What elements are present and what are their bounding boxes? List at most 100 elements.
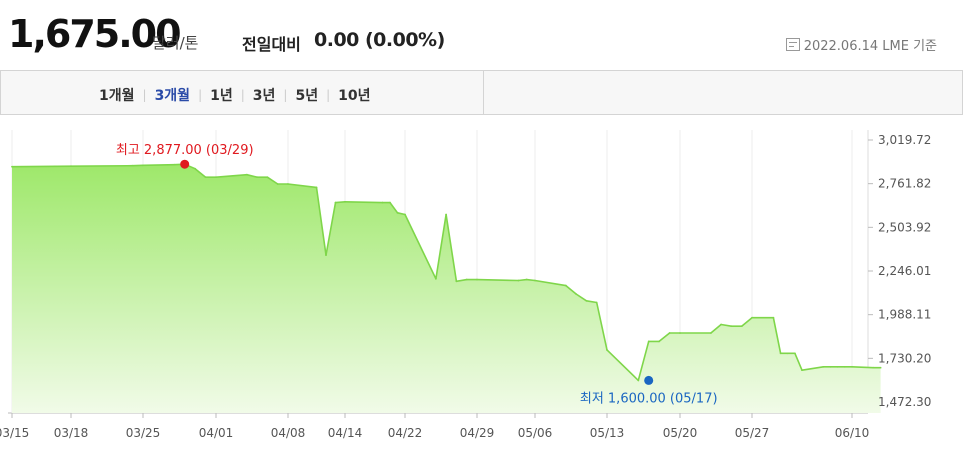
y-tick-label: 1,988.11	[878, 308, 931, 322]
line-segment	[455, 278, 468, 283]
line-segment	[315, 186, 327, 256]
data-point	[740, 325, 743, 328]
low-label: 최저 1,600.00 (05/17)	[580, 391, 718, 406]
chart-annotations: 최고 2,877.00 (03/29) 최저 1,600.00 (05/17)	[116, 143, 718, 406]
data-point	[606, 349, 608, 351]
line-segment	[595, 301, 608, 351]
line-segment	[534, 279, 567, 287]
line-segment	[565, 284, 577, 295]
x-tick-label: 04/29	[460, 426, 495, 440]
line-segment	[70, 164, 134, 167]
data-point	[585, 300, 588, 302]
data-point	[751, 316, 753, 319]
date-info: 2022.06.14 LME 기준	[785, 35, 937, 54]
data-point	[844, 366, 846, 368]
data-point	[517, 279, 520, 282]
data-point	[565, 284, 567, 287]
tab-separator: |	[283, 88, 288, 102]
line-segment	[476, 278, 520, 282]
line-segment	[710, 323, 722, 334]
tab-period-4[interactable]: 5년	[295, 88, 319, 104]
line-segment	[851, 365, 875, 369]
line-segment	[658, 332, 671, 343]
data-point	[637, 379, 640, 382]
line-segment	[215, 173, 248, 178]
line-segment	[194, 167, 207, 178]
x-tick-label: 03/25	[126, 426, 161, 440]
data-point	[534, 279, 536, 282]
data-point	[879, 366, 882, 369]
data-point	[455, 280, 458, 283]
line-segment	[435, 213, 447, 280]
data-point	[142, 164, 144, 167]
data-point	[194, 167, 196, 170]
tab-period-3[interactable]: 3년	[252, 88, 276, 104]
current-price: 1,675.00	[8, 12, 182, 56]
tab-separator: |	[326, 88, 331, 102]
data-point	[334, 201, 337, 204]
tab-period-5[interactable]: 10년	[338, 88, 371, 104]
period-tabs: 1개월 | 3개월 | 1년 | 3년 | 5년 | 10년	[97, 85, 373, 105]
low-marker	[644, 375, 654, 385]
data-point	[173, 163, 176, 166]
line-segment	[344, 201, 384, 204]
x-tick-label: 05/27	[735, 426, 770, 440]
data-point	[872, 366, 875, 369]
line-segment	[637, 340, 650, 382]
data-point	[396, 212, 399, 214]
x-tick-label: 04/01	[199, 426, 234, 440]
line-segment	[11, 165, 72, 168]
data-point	[445, 213, 447, 216]
line-segment	[575, 293, 588, 302]
line-segment	[740, 316, 753, 328]
data-point	[11, 165, 13, 168]
period-tab-bar: 1개월 | 3개월 | 1년 | 3년 | 5년 | 10년	[0, 70, 963, 115]
line-segment	[801, 365, 825, 372]
data-point	[720, 323, 722, 326]
data-point	[204, 176, 207, 178]
x-tick-label: 05/13	[590, 426, 625, 440]
data-point	[679, 332, 681, 334]
y-axis-ticks: 3,019.72 2,761.82 2,503.92 2,246.01 1,988.11…	[878, 133, 931, 409]
data-point	[344, 201, 346, 203]
line-segment	[334, 201, 346, 204]
tab-period-1[interactable]: 3개월	[154, 88, 191, 104]
date-info-text: 2022.06.14 LME 기준	[803, 39, 937, 54]
line-segment	[325, 201, 337, 256]
line-segment	[396, 212, 406, 216]
x-tick-label: 06/10	[835, 426, 870, 440]
line-segment	[445, 213, 458, 283]
line-segment	[246, 173, 258, 178]
data-point	[710, 332, 712, 334]
price-header: 1,675.00 달러/톤 전일대비 0.00 (0.00%) 2022.06.…	[0, 0, 963, 70]
data-point	[276, 183, 279, 185]
data-point	[851, 366, 853, 368]
data-point	[829, 366, 832, 368]
tab-period-2[interactable]: 1년	[210, 88, 233, 104]
data-point	[575, 293, 577, 295]
data-point	[658, 340, 660, 343]
data-point	[256, 176, 258, 178]
high-marker	[180, 159, 190, 169]
data-point	[668, 332, 671, 334]
data-point	[325, 254, 327, 256]
data-point	[779, 352, 782, 355]
data-point	[525, 278, 528, 281]
data-point	[315, 186, 318, 189]
line-segment	[287, 183, 318, 189]
y-tick-label: 3,019.72	[878, 133, 931, 147]
x-tick-label: 05/20	[663, 426, 698, 440]
tab-period-0[interactable]: 1개월	[99, 88, 135, 104]
line-segment	[720, 323, 733, 328]
data-point	[595, 301, 598, 304]
data-point	[786, 352, 789, 355]
x-tick-label: 04/22	[388, 426, 423, 440]
y-tick-label: 1,730.20	[878, 351, 931, 365]
data-point	[287, 183, 289, 185]
line-segment	[525, 278, 536, 282]
data-point	[836, 366, 839, 368]
price-unit: 달러/톤	[152, 34, 199, 52]
data-point	[404, 213, 406, 216]
price-area	[12, 164, 881, 413]
